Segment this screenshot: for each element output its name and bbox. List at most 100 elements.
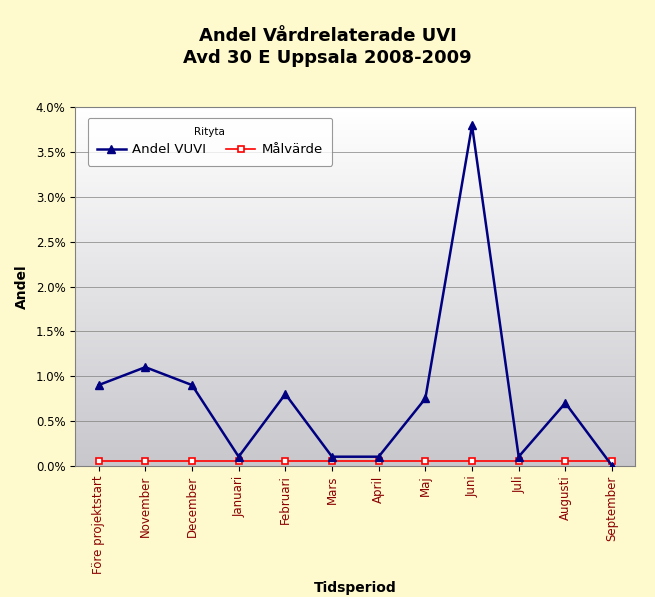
Bar [75,213,635,214]
Bar [75,319,635,320]
Bar [75,147,635,148]
Bar [75,441,635,442]
Bar [75,136,635,137]
Line: Målvärde: Målvärde [96,458,615,464]
Bar [75,379,635,380]
Bar [75,232,635,233]
Bar [75,124,635,125]
Bar [75,371,635,372]
Målvärde [375,457,383,464]
Bar [75,236,635,238]
Bar [75,295,635,296]
Bar [75,246,635,247]
Bar [75,189,635,190]
Y-axis label: Andel: Andel [15,264,29,309]
Bar [75,351,635,352]
Bar [75,341,635,343]
Bar [75,432,635,433]
Bar [75,338,635,340]
Bar [75,284,635,285]
Bar [75,446,635,448]
Bar [75,422,635,424]
Bar [75,257,635,259]
Bar [75,274,635,275]
Bar [75,221,635,222]
Bar [75,245,635,246]
Bar [75,113,635,115]
Bar [75,445,635,446]
Bar [75,228,635,229]
Bar [75,285,635,287]
Bar [75,424,635,425]
Bar [75,309,635,310]
Bar [75,326,635,327]
Bar [75,183,635,184]
Line: Andel VUVI: Andel VUVI [94,121,616,470]
Bar [75,270,635,271]
Bar [75,180,635,181]
Bar [75,428,635,429]
Bar [75,313,635,315]
Bar [75,249,635,250]
Bar [75,288,635,290]
Bar [75,168,635,169]
Bar [75,169,635,170]
Bar [75,355,635,356]
Bar [75,143,635,144]
Bar [75,202,635,204]
Andel VUVI [234,453,242,460]
Bar [75,133,635,134]
Bar [75,148,635,149]
Bar [75,448,635,449]
Bar [75,453,635,454]
Bar [75,125,635,127]
Bar [75,460,635,461]
Bar [75,372,635,373]
Bar [75,139,635,140]
Bar [75,110,635,112]
Bar [75,275,635,277]
Bar [75,404,635,405]
Bar [75,259,635,260]
Bar [75,226,635,228]
Bar [75,151,635,152]
Bar [75,287,635,288]
Bar [75,390,635,392]
Bar [75,155,635,156]
Bar [75,251,635,253]
Bar [75,436,635,438]
Bar [75,426,635,428]
Bar [75,401,635,403]
Bar [75,233,635,235]
Bar [75,463,635,464]
Bar [75,222,635,224]
Bar [75,187,635,189]
Andel VUVI [141,364,149,371]
Bar [75,220,635,221]
Bar [75,421,635,422]
Målvärde [561,457,569,464]
Bar [75,134,635,136]
Bar [75,414,635,416]
Andel VUVI [608,462,616,469]
Bar [75,201,635,202]
Andel VUVI [282,390,290,398]
Bar [75,452,635,453]
Bar [75,215,635,217]
Bar [75,425,635,426]
Bar [75,264,635,266]
Bar [75,349,635,351]
Målvärde [468,457,476,464]
Bar [75,243,635,245]
Andel VUVI [375,453,383,460]
Bar [75,186,635,187]
Bar [75,318,635,319]
Bar [75,224,635,225]
Bar [75,358,635,359]
Bar [75,380,635,381]
Bar [75,362,635,364]
Bar [75,394,635,396]
Bar [75,454,635,456]
Bar [75,179,635,180]
Bar [75,300,635,302]
